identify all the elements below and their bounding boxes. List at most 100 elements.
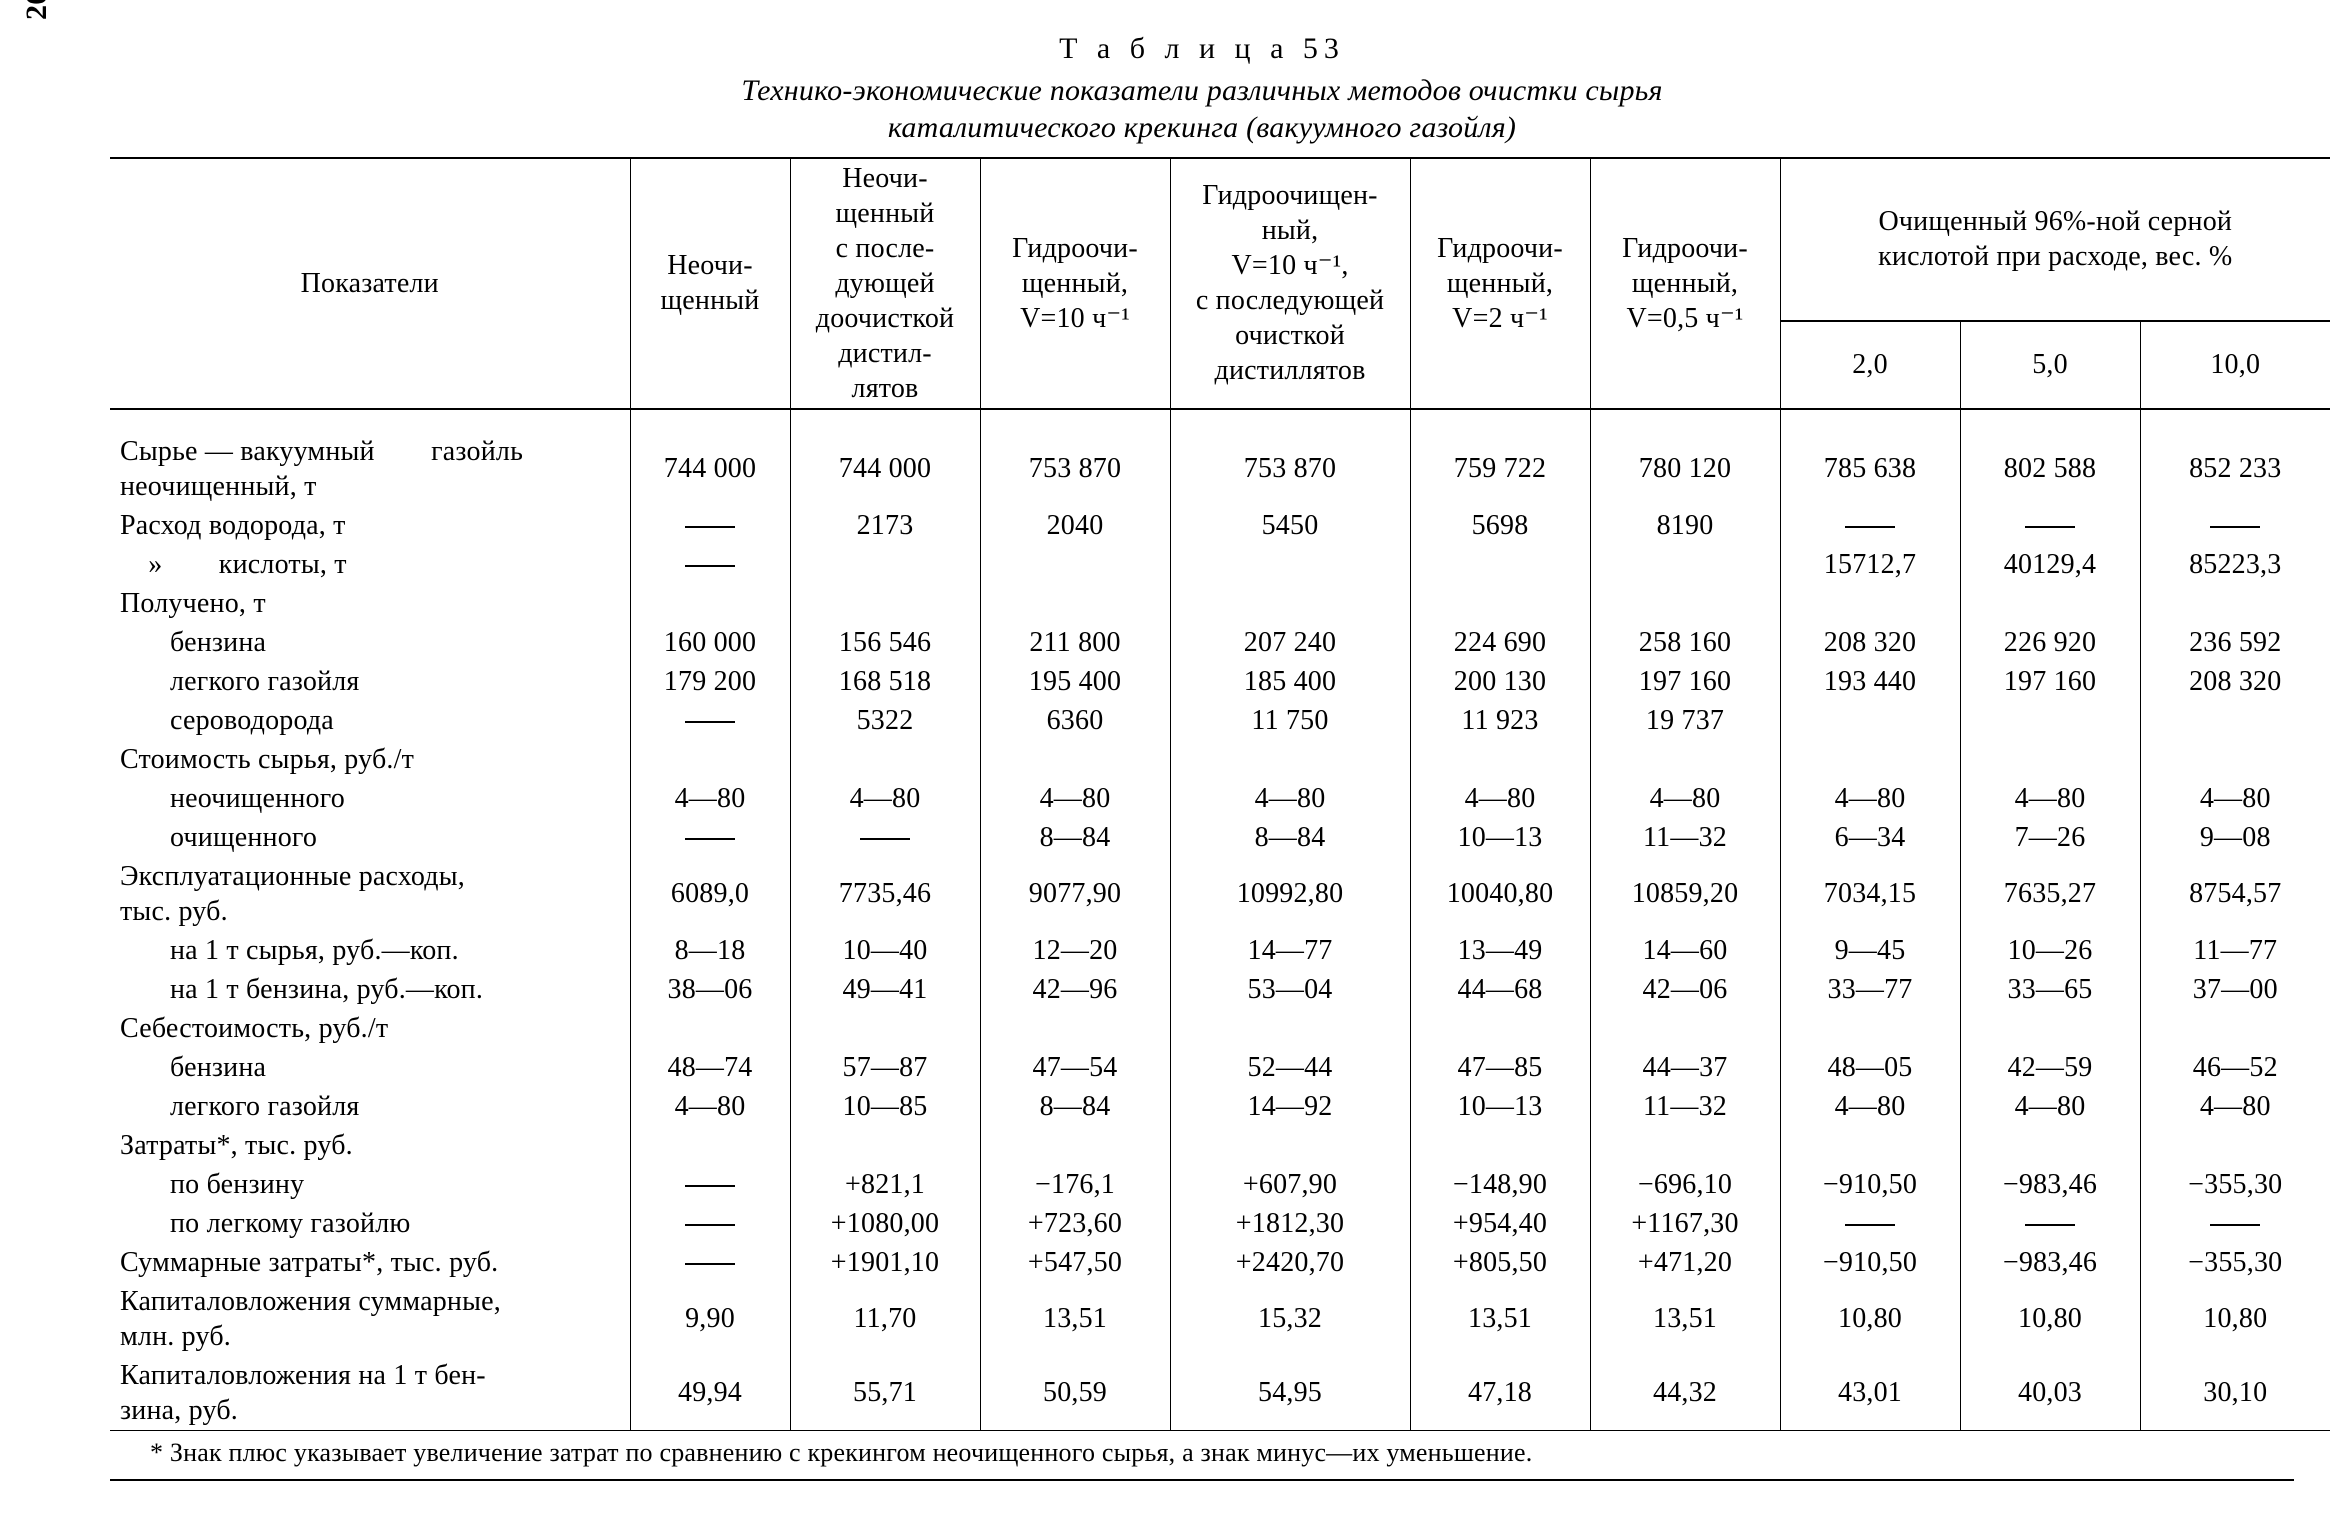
cell xyxy=(630,584,790,623)
header-col-1: Неочи-щенный xyxy=(630,158,790,409)
row-label: Сырье — вакуумный газойльнеочищенный, т xyxy=(110,432,630,506)
row-label: сероводорода xyxy=(110,701,630,740)
cell: −355,30 xyxy=(2140,1165,2330,1204)
cell: 53—04 xyxy=(1170,970,1410,1009)
cell: 852 233 xyxy=(2140,432,2330,506)
cell: 15,32 xyxy=(1170,1282,1410,1356)
row-label: Стоимость сырья, руб./т xyxy=(110,740,630,779)
cell xyxy=(1780,701,1960,740)
cell: 744 000 xyxy=(790,432,980,506)
cell xyxy=(1170,1126,1410,1165)
cell: 10992,80 xyxy=(1170,857,1410,931)
cell: 47—54 xyxy=(980,1048,1170,1087)
cell: −696,10 xyxy=(1590,1165,1780,1204)
header-col-7: 2,0 xyxy=(1780,321,1960,409)
cell: 744 000 xyxy=(630,432,790,506)
dash-icon xyxy=(685,526,735,528)
cell: 14—77 xyxy=(1170,931,1410,970)
cell xyxy=(980,740,1170,779)
cell: 44—68 xyxy=(1410,970,1590,1009)
table-row: на 1 т бензина, руб.—коп.38—0649—4142—96… xyxy=(110,970,2330,1009)
cell: 47—85 xyxy=(1410,1048,1590,1087)
row-label: на 1 т бензина, руб.—коп. xyxy=(110,970,630,1009)
cell: 236 592 xyxy=(2140,623,2330,662)
cell xyxy=(630,545,790,584)
row-label: Себестоимость, руб./т xyxy=(110,1009,630,1048)
cell: 37—00 xyxy=(2140,970,2330,1009)
cell: 185 400 xyxy=(1170,662,1410,701)
cell: 44—37 xyxy=(1590,1048,1780,1087)
cell: 4—80 xyxy=(1170,779,1410,818)
cell xyxy=(630,818,790,857)
cell: +1080,00 xyxy=(790,1204,980,1243)
cell: 226 920 xyxy=(1960,623,2140,662)
cell: 50,59 xyxy=(980,1356,1170,1431)
cell xyxy=(1780,1204,1960,1243)
caption-line-2: каталитического крекинга (вакуумного газ… xyxy=(888,111,1516,144)
cell: 168 518 xyxy=(790,662,980,701)
cell: 11 923 xyxy=(1410,701,1590,740)
dash-icon xyxy=(685,838,735,840)
cell xyxy=(1170,1009,1410,1048)
caption-line-1: Технико-экономические показатели различн… xyxy=(741,74,1662,107)
header-col-3: Гидроочи-щенный,V=10 ч⁻¹ xyxy=(980,158,1170,409)
cell: 4—80 xyxy=(2140,779,2330,818)
cell: 9077,90 xyxy=(980,857,1170,931)
cell xyxy=(1960,740,2140,779)
cell: 10,80 xyxy=(1960,1282,2140,1356)
cell: 193 440 xyxy=(1780,662,1960,701)
cell: 8—84 xyxy=(1170,818,1410,857)
page-number-side: 208 xyxy=(18,0,56,20)
cell: 4—80 xyxy=(790,779,980,818)
cell: 33—65 xyxy=(1960,970,2140,1009)
cell: 4—80 xyxy=(1780,1087,1960,1126)
cell: −355,30 xyxy=(2140,1243,2330,1282)
cell: 10040,80 xyxy=(1410,857,1590,931)
cell: 49,94 xyxy=(630,1356,790,1431)
cell: 6—34 xyxy=(1780,818,1960,857)
cell: +2420,70 xyxy=(1170,1243,1410,1282)
row-label: Капиталовложения суммарные,млн. руб. xyxy=(110,1282,630,1356)
cell: 195 400 xyxy=(980,662,1170,701)
cell xyxy=(790,584,980,623)
cell: 6360 xyxy=(980,701,1170,740)
cell: +723,60 xyxy=(980,1204,1170,1243)
cell xyxy=(630,506,790,545)
cell: 200 130 xyxy=(1410,662,1590,701)
cell: 43,01 xyxy=(1780,1356,1960,1431)
row-label: бензина xyxy=(110,623,630,662)
cell xyxy=(1780,1126,1960,1165)
cell: 160 000 xyxy=(630,623,790,662)
cell: 42—96 xyxy=(980,970,1170,1009)
cell: 5322 xyxy=(790,701,980,740)
table-row: Расход водорода, т21732040545056988190 xyxy=(110,506,2330,545)
cell: 38—06 xyxy=(630,970,790,1009)
cell: 10—40 xyxy=(790,931,980,970)
cell: 224 690 xyxy=(1410,623,1590,662)
row-label: Получено, т xyxy=(110,584,630,623)
cell: 30,10 xyxy=(2140,1356,2330,1431)
cell xyxy=(2140,584,2330,623)
cell xyxy=(1410,584,1590,623)
header-col-9: 10,0 xyxy=(2140,321,2330,409)
cell xyxy=(630,1126,790,1165)
row-label: неочищенного xyxy=(110,779,630,818)
cell: 40129,4 xyxy=(1960,545,2140,584)
cell: 4—80 xyxy=(630,1087,790,1126)
row-label: Эксплуатационные расходы,тыс. руб. xyxy=(110,857,630,931)
cell: 13—49 xyxy=(1410,931,1590,970)
cell: 8754,57 xyxy=(2140,857,2330,931)
cell: 47,18 xyxy=(1410,1356,1590,1431)
cell: 6089,0 xyxy=(630,857,790,931)
cell: +607,90 xyxy=(1170,1165,1410,1204)
table-row: на 1 т сырья, руб.—коп.8—1810—4012—2014—… xyxy=(110,931,2330,970)
table-label: Т а б л и ц а 53 xyxy=(110,30,2294,68)
cell xyxy=(630,701,790,740)
cell: +1167,30 xyxy=(1590,1204,1780,1243)
table-row: Получено, т xyxy=(110,584,2330,623)
cell: 11,70 xyxy=(790,1282,980,1356)
row-label: Капиталовложения на 1 т бен-зина, руб. xyxy=(110,1356,630,1431)
cell: 780 120 xyxy=(1590,432,1780,506)
table-row: Капиталовложения суммарные,млн. руб.9,90… xyxy=(110,1282,2330,1356)
cell: 54,95 xyxy=(1170,1356,1410,1431)
